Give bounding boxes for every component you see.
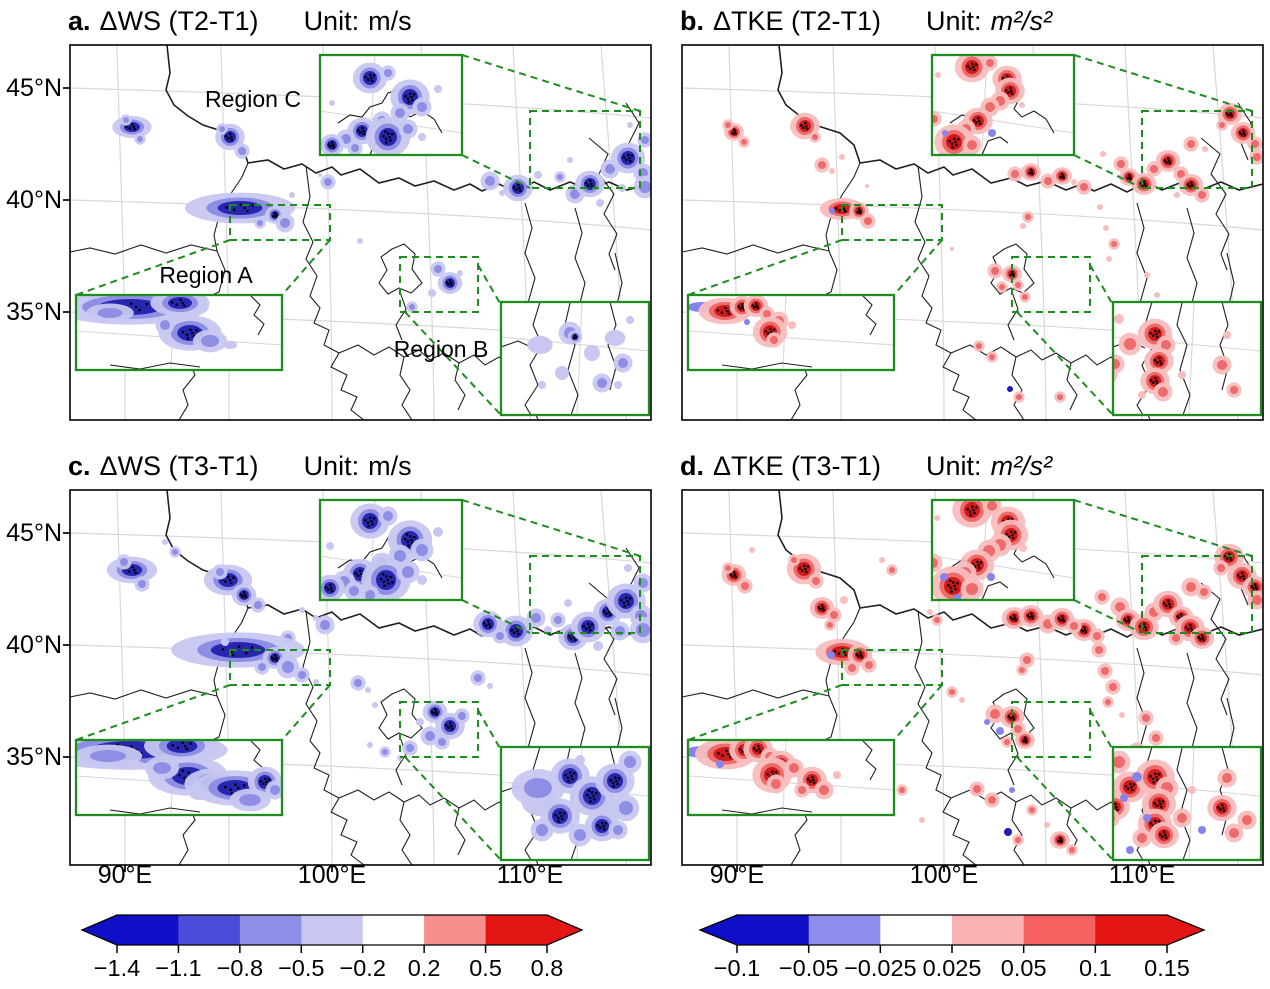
inset-top (318, 498, 464, 602)
panel-a-name: ΔWS (T2-T1) (99, 6, 259, 36)
y-tick-35n-bottom: 35°N (6, 743, 62, 771)
panel-a-title: a. ΔWS (T2-T1) Unit: m/s (68, 6, 412, 37)
svg-text:0.05: 0.05 (1001, 955, 1047, 981)
axis-ticks (63, 87, 70, 313)
inset-bottom-left (74, 738, 284, 817)
panel-d-unit-label: Unit: (926, 451, 982, 481)
inset-top (318, 53, 464, 157)
panel-a-map: Region C Region A Region B (63, 44, 652, 421)
region-b-label: Region B (394, 336, 489, 362)
panel-a-unit: m/s (368, 6, 412, 36)
panel-b-unit-label: Unit: (926, 6, 982, 36)
panel-c-map (63, 489, 652, 872)
svg-text:0.1: 0.1 (1079, 955, 1112, 981)
y-tick-45n-top: 45°N (6, 74, 62, 102)
svg-text:0.025: 0.025 (923, 955, 982, 981)
anomaly-blobs (112, 114, 651, 313)
colorbar-tke: −0.1 −0.05 −0.025 0.025 0.05 0.1 0.15 (698, 914, 1206, 981)
panel-c-letter: c. (68, 451, 91, 481)
panel-d-unit: m²/s² (990, 451, 1053, 481)
axis-ticks (736, 865, 1143, 872)
anomaly-blobs (106, 539, 651, 761)
region-c-label: Region C (205, 86, 301, 112)
panel-b-letter: b. (680, 6, 704, 36)
region-a-label: Region A (159, 262, 253, 288)
svg-text:0.2: 0.2 (408, 955, 441, 981)
panel-c-name: ΔWS (T3-T1) (99, 451, 259, 481)
inset-top (930, 53, 1076, 157)
svg-text:−1.1: −1.1 (155, 955, 201, 981)
y-tick-40n-bottom: 40°N (6, 631, 62, 659)
panel-d-name: ΔTKE (T3-T1) (713, 451, 882, 481)
svg-text:0.15: 0.15 (1144, 955, 1190, 981)
panel-b-unit: m²/s² (990, 6, 1053, 36)
axis-ticks (63, 532, 531, 872)
panel-c-unit-label: Unit: (303, 451, 360, 481)
panel-a-letter: a. (68, 6, 91, 36)
svg-text:−0.8: −0.8 (217, 955, 263, 981)
panel-d-map (681, 489, 1264, 872)
svg-text:0.8: 0.8 (531, 955, 564, 981)
inset-bottom-left (686, 293, 896, 372)
y-tick-40n-top: 40°N (6, 186, 62, 214)
svg-text:−0.5: −0.5 (278, 955, 324, 981)
anomaly-blobs (721, 543, 1263, 856)
y-tick-45n-bottom: 45°N (6, 519, 62, 547)
svg-text:−0.05: −0.05 (779, 955, 838, 981)
panel-c-title: c. ΔWS (T3-T1) Unit: m/s (68, 451, 412, 482)
panel-b-title: b. ΔTKE (T2-T1) Unit: m²/s² (680, 6, 1052, 37)
inset-top (930, 498, 1076, 602)
y-tick-35n-top: 35°N (6, 298, 62, 326)
panel-c-unit: m/s (368, 451, 412, 481)
panel-b-map (681, 44, 1264, 421)
svg-text:−1.4: −1.4 (94, 955, 140, 981)
inset-bottom-left (74, 293, 284, 372)
inset-bottom-right (499, 300, 651, 417)
svg-text:−0.025: −0.025 (844, 955, 917, 981)
inset-bottom-right (1111, 745, 1263, 862)
inset-bottom-left (686, 738, 896, 817)
inset-bottom-right (1111, 300, 1263, 417)
svg-text:−0.2: −0.2 (340, 955, 386, 981)
panel-b-name: ΔTKE (T2-T1) (713, 6, 882, 36)
svg-text:−0.1: −0.1 (714, 955, 760, 981)
colorbar-ws: −1.4 −1.1 −0.8 −0.5 −0.2 0.2 0.5 0.8 (80, 914, 584, 981)
svg-text:0.5: 0.5 (469, 955, 502, 981)
panel-d-title: d. ΔTKE (T3-T1) Unit: m²/s² (680, 451, 1052, 482)
panel-d-letter: d. (680, 451, 704, 481)
inset-bottom-right (499, 745, 651, 862)
panel-a-unit-label: Unit: (303, 6, 360, 36)
